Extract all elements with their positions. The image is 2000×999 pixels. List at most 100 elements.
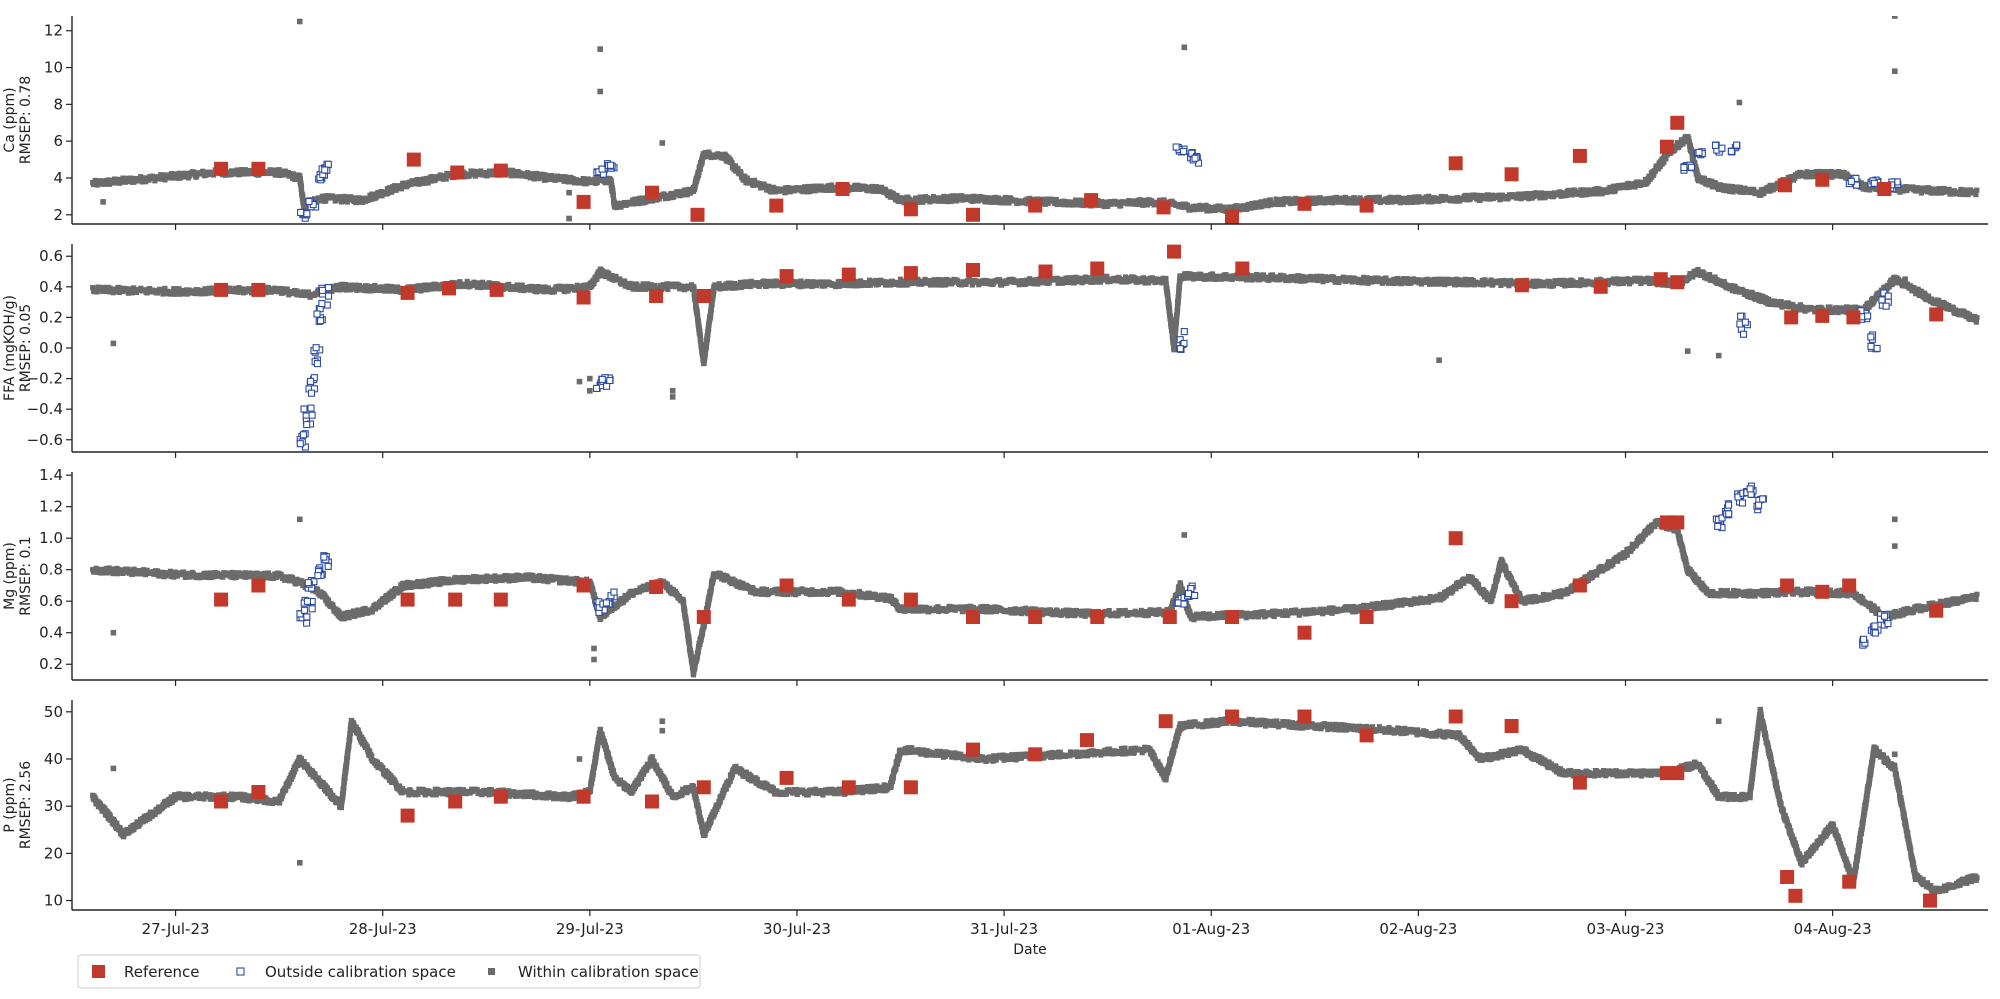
within-point <box>234 167 240 173</box>
within-point <box>1892 68 1898 74</box>
within-point <box>948 198 954 204</box>
within-point <box>1350 200 1356 206</box>
within-point <box>682 187 688 193</box>
reference-point <box>903 202 918 217</box>
within-point <box>551 289 557 295</box>
reference-point <box>450 165 465 180</box>
within-point <box>1389 199 1395 205</box>
within-point <box>1164 285 1170 291</box>
within-point <box>503 285 509 291</box>
within-point <box>1965 192 1971 198</box>
within-point <box>242 289 248 295</box>
within-point <box>298 185 305 191</box>
within-point <box>940 198 946 204</box>
within-point <box>115 176 121 182</box>
within-point <box>342 193 348 199</box>
within-point <box>699 347 705 353</box>
within-point <box>1175 306 1181 312</box>
within-point <box>271 167 277 173</box>
within-point <box>691 289 697 295</box>
within-point <box>364 283 370 289</box>
outside-point <box>1852 181 1860 189</box>
reference-point <box>576 194 591 209</box>
within-point <box>1349 279 1355 285</box>
outside-point <box>1172 143 1180 151</box>
within-point <box>701 153 707 159</box>
within-point <box>1141 276 1147 282</box>
within-point <box>1374 198 1380 204</box>
within-point <box>696 172 702 178</box>
within-point <box>1416 194 1422 200</box>
within-point <box>762 278 768 284</box>
within-point <box>1140 202 1146 208</box>
within-point <box>1475 193 1481 199</box>
within-point <box>1054 275 1060 281</box>
within-point <box>1176 283 1183 289</box>
within-point <box>370 196 376 202</box>
reference-point <box>1448 156 1463 171</box>
within-point <box>138 174 144 180</box>
within-point <box>176 286 182 292</box>
outside-point <box>1733 141 1741 149</box>
within-point <box>303 206 309 212</box>
y-tick-label: 6 <box>53 132 63 150</box>
within-point <box>1096 202 1102 208</box>
within-point <box>1410 199 1416 205</box>
reference-point <box>645 185 659 200</box>
within-point <box>927 278 933 284</box>
within-point <box>1161 197 1167 203</box>
within-point <box>995 195 1001 201</box>
within-point <box>1707 272 1713 278</box>
within-point <box>1223 272 1229 278</box>
within-point <box>421 176 427 182</box>
reference-point <box>214 161 229 176</box>
within-point <box>565 179 571 185</box>
within-point <box>1597 186 1603 192</box>
reference-point <box>1877 182 1892 196</box>
y-axis-title: Ca (ppm) <box>2 87 18 152</box>
within-point <box>1006 200 1012 206</box>
within-point <box>1274 198 1280 204</box>
within-point <box>198 291 205 297</box>
within-point <box>1691 157 1697 163</box>
within-point <box>1608 189 1615 195</box>
within-point <box>374 194 380 200</box>
within-point <box>1716 186 1722 192</box>
within-point <box>1661 159 1667 165</box>
within-point <box>1826 173 1833 179</box>
outside-point <box>1695 148 1703 156</box>
within-point <box>1561 277 1567 283</box>
within-point <box>1689 150 1695 156</box>
within-point <box>1431 276 1437 282</box>
within-point <box>1104 273 1110 279</box>
within-point <box>1279 276 1285 282</box>
within-point <box>934 282 940 288</box>
reference-point <box>406 152 421 167</box>
within-point <box>228 172 234 178</box>
within-point <box>528 287 534 293</box>
within-point <box>950 193 956 199</box>
within-point <box>1540 283 1547 289</box>
within-point <box>1463 192 1469 198</box>
within-point <box>1207 276 1213 282</box>
within-point <box>1166 299 1172 305</box>
reference-point <box>251 161 266 176</box>
within-point <box>693 299 699 305</box>
within-point <box>1248 273 1254 279</box>
outside-point <box>1870 179 1878 187</box>
within-point <box>265 285 271 291</box>
within-point <box>692 185 698 191</box>
within-point <box>743 279 749 285</box>
reference-point <box>835 182 850 196</box>
within-point <box>1345 199 1351 205</box>
within-point <box>805 183 811 190</box>
outside-point <box>1180 147 1188 155</box>
reference-point <box>769 198 784 213</box>
within-point <box>1265 203 1271 209</box>
within-point <box>368 284 374 290</box>
within-point <box>1407 199 1413 205</box>
within-point <box>1172 330 1178 336</box>
within-point <box>1298 278 1304 284</box>
panel-0-reference-series <box>214 115 1892 224</box>
within-point <box>1564 278 1570 284</box>
